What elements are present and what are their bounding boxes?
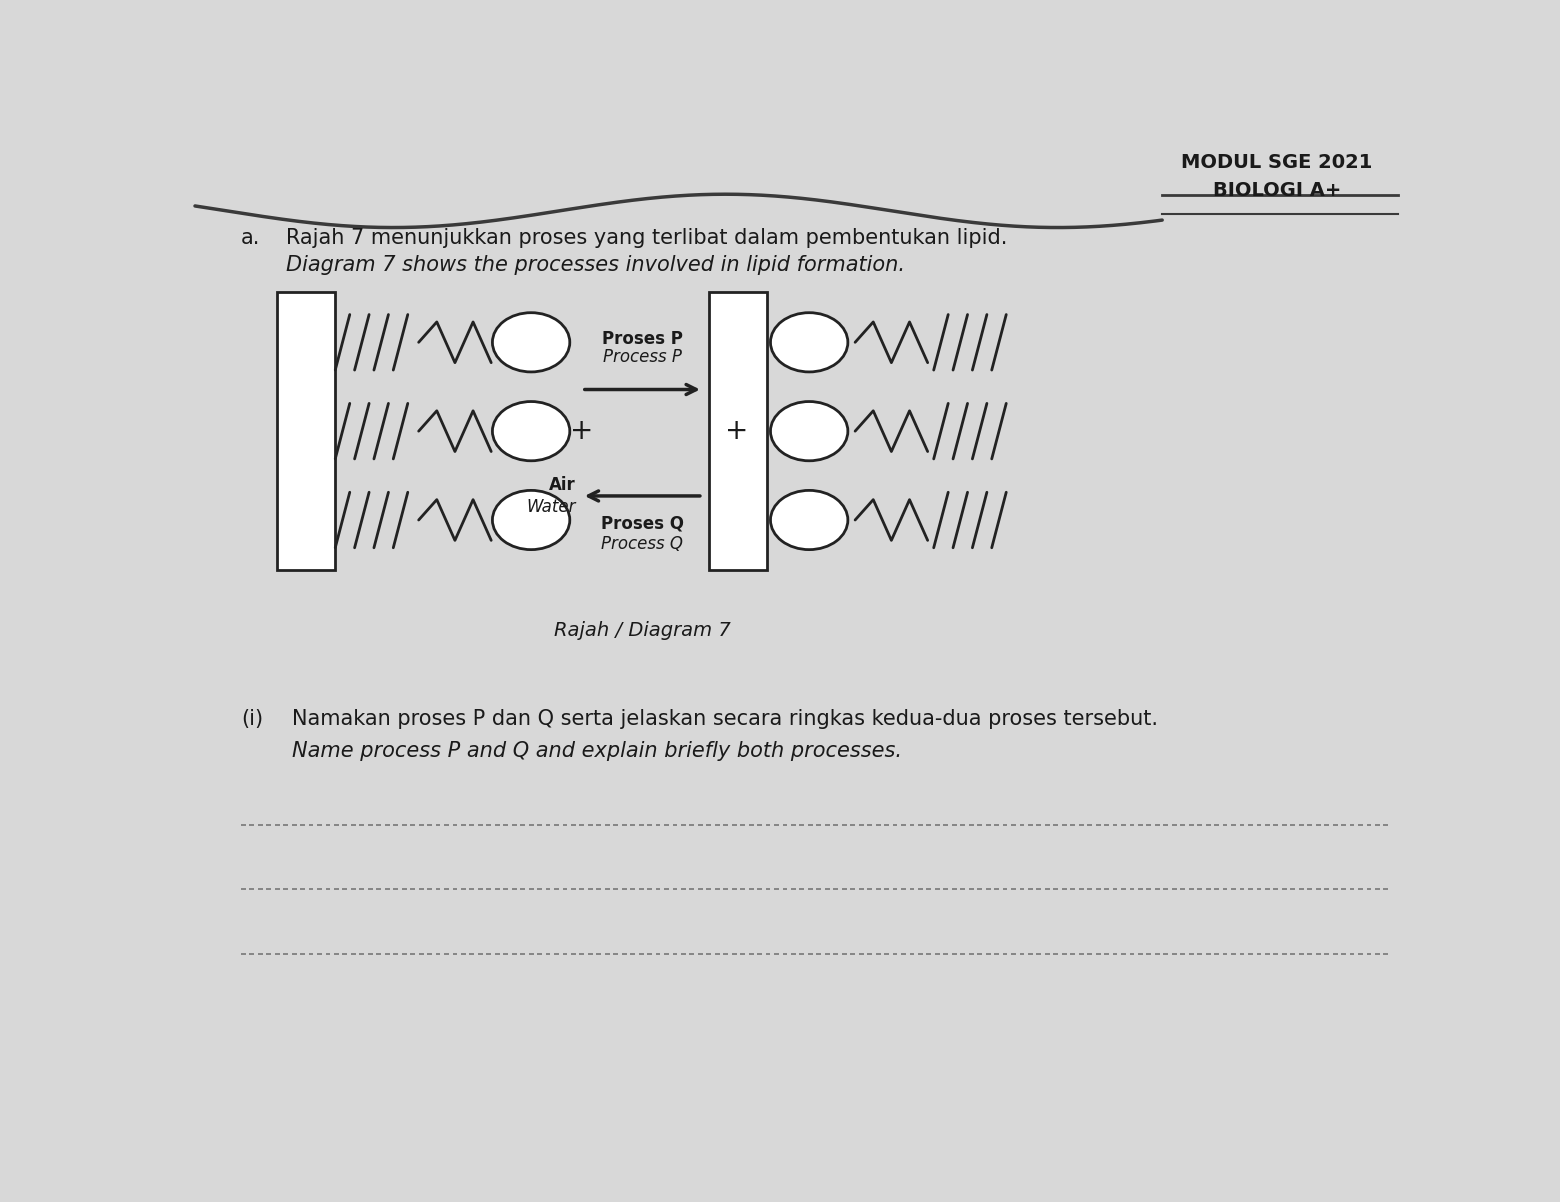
Circle shape bbox=[771, 313, 849, 371]
Text: Water: Water bbox=[526, 498, 576, 516]
Circle shape bbox=[493, 313, 569, 371]
Text: Air: Air bbox=[549, 476, 576, 494]
Bar bbox=[278, 292, 335, 570]
Text: a.: a. bbox=[240, 227, 261, 248]
Text: (i): (i) bbox=[240, 709, 264, 728]
Text: +: + bbox=[725, 417, 749, 445]
Text: Proses Q: Proses Q bbox=[601, 514, 683, 532]
Circle shape bbox=[493, 401, 569, 460]
Text: BIOLOGI A+: BIOLOGI A+ bbox=[1212, 182, 1342, 201]
Text: Rajah 7 menunjukkan proses yang terlibat dalam pembentukan lipid.: Rajah 7 menunjukkan proses yang terlibat… bbox=[285, 227, 1008, 248]
Circle shape bbox=[493, 490, 569, 549]
Text: MODUL SGE 2021: MODUL SGE 2021 bbox=[1181, 154, 1373, 173]
Circle shape bbox=[771, 401, 849, 460]
Text: Process P: Process P bbox=[602, 349, 682, 367]
Bar bbox=[708, 292, 768, 570]
Text: +: + bbox=[571, 417, 593, 445]
Text: Name process P and Q and explain briefly both processes.: Name process P and Q and explain briefly… bbox=[292, 742, 902, 761]
Text: Process Q: Process Q bbox=[601, 535, 683, 553]
Text: Namakan proses P dan Q serta jelaskan secara ringkas kedua-dua proses tersebut.: Namakan proses P dan Q serta jelaskan se… bbox=[292, 709, 1158, 728]
Text: Proses P: Proses P bbox=[602, 329, 683, 347]
Circle shape bbox=[771, 490, 849, 549]
Text: Rajah / Diagram 7: Rajah / Diagram 7 bbox=[554, 621, 730, 639]
Text: Diagram 7 shows the processes involved in lipid formation.: Diagram 7 shows the processes involved i… bbox=[285, 255, 905, 275]
